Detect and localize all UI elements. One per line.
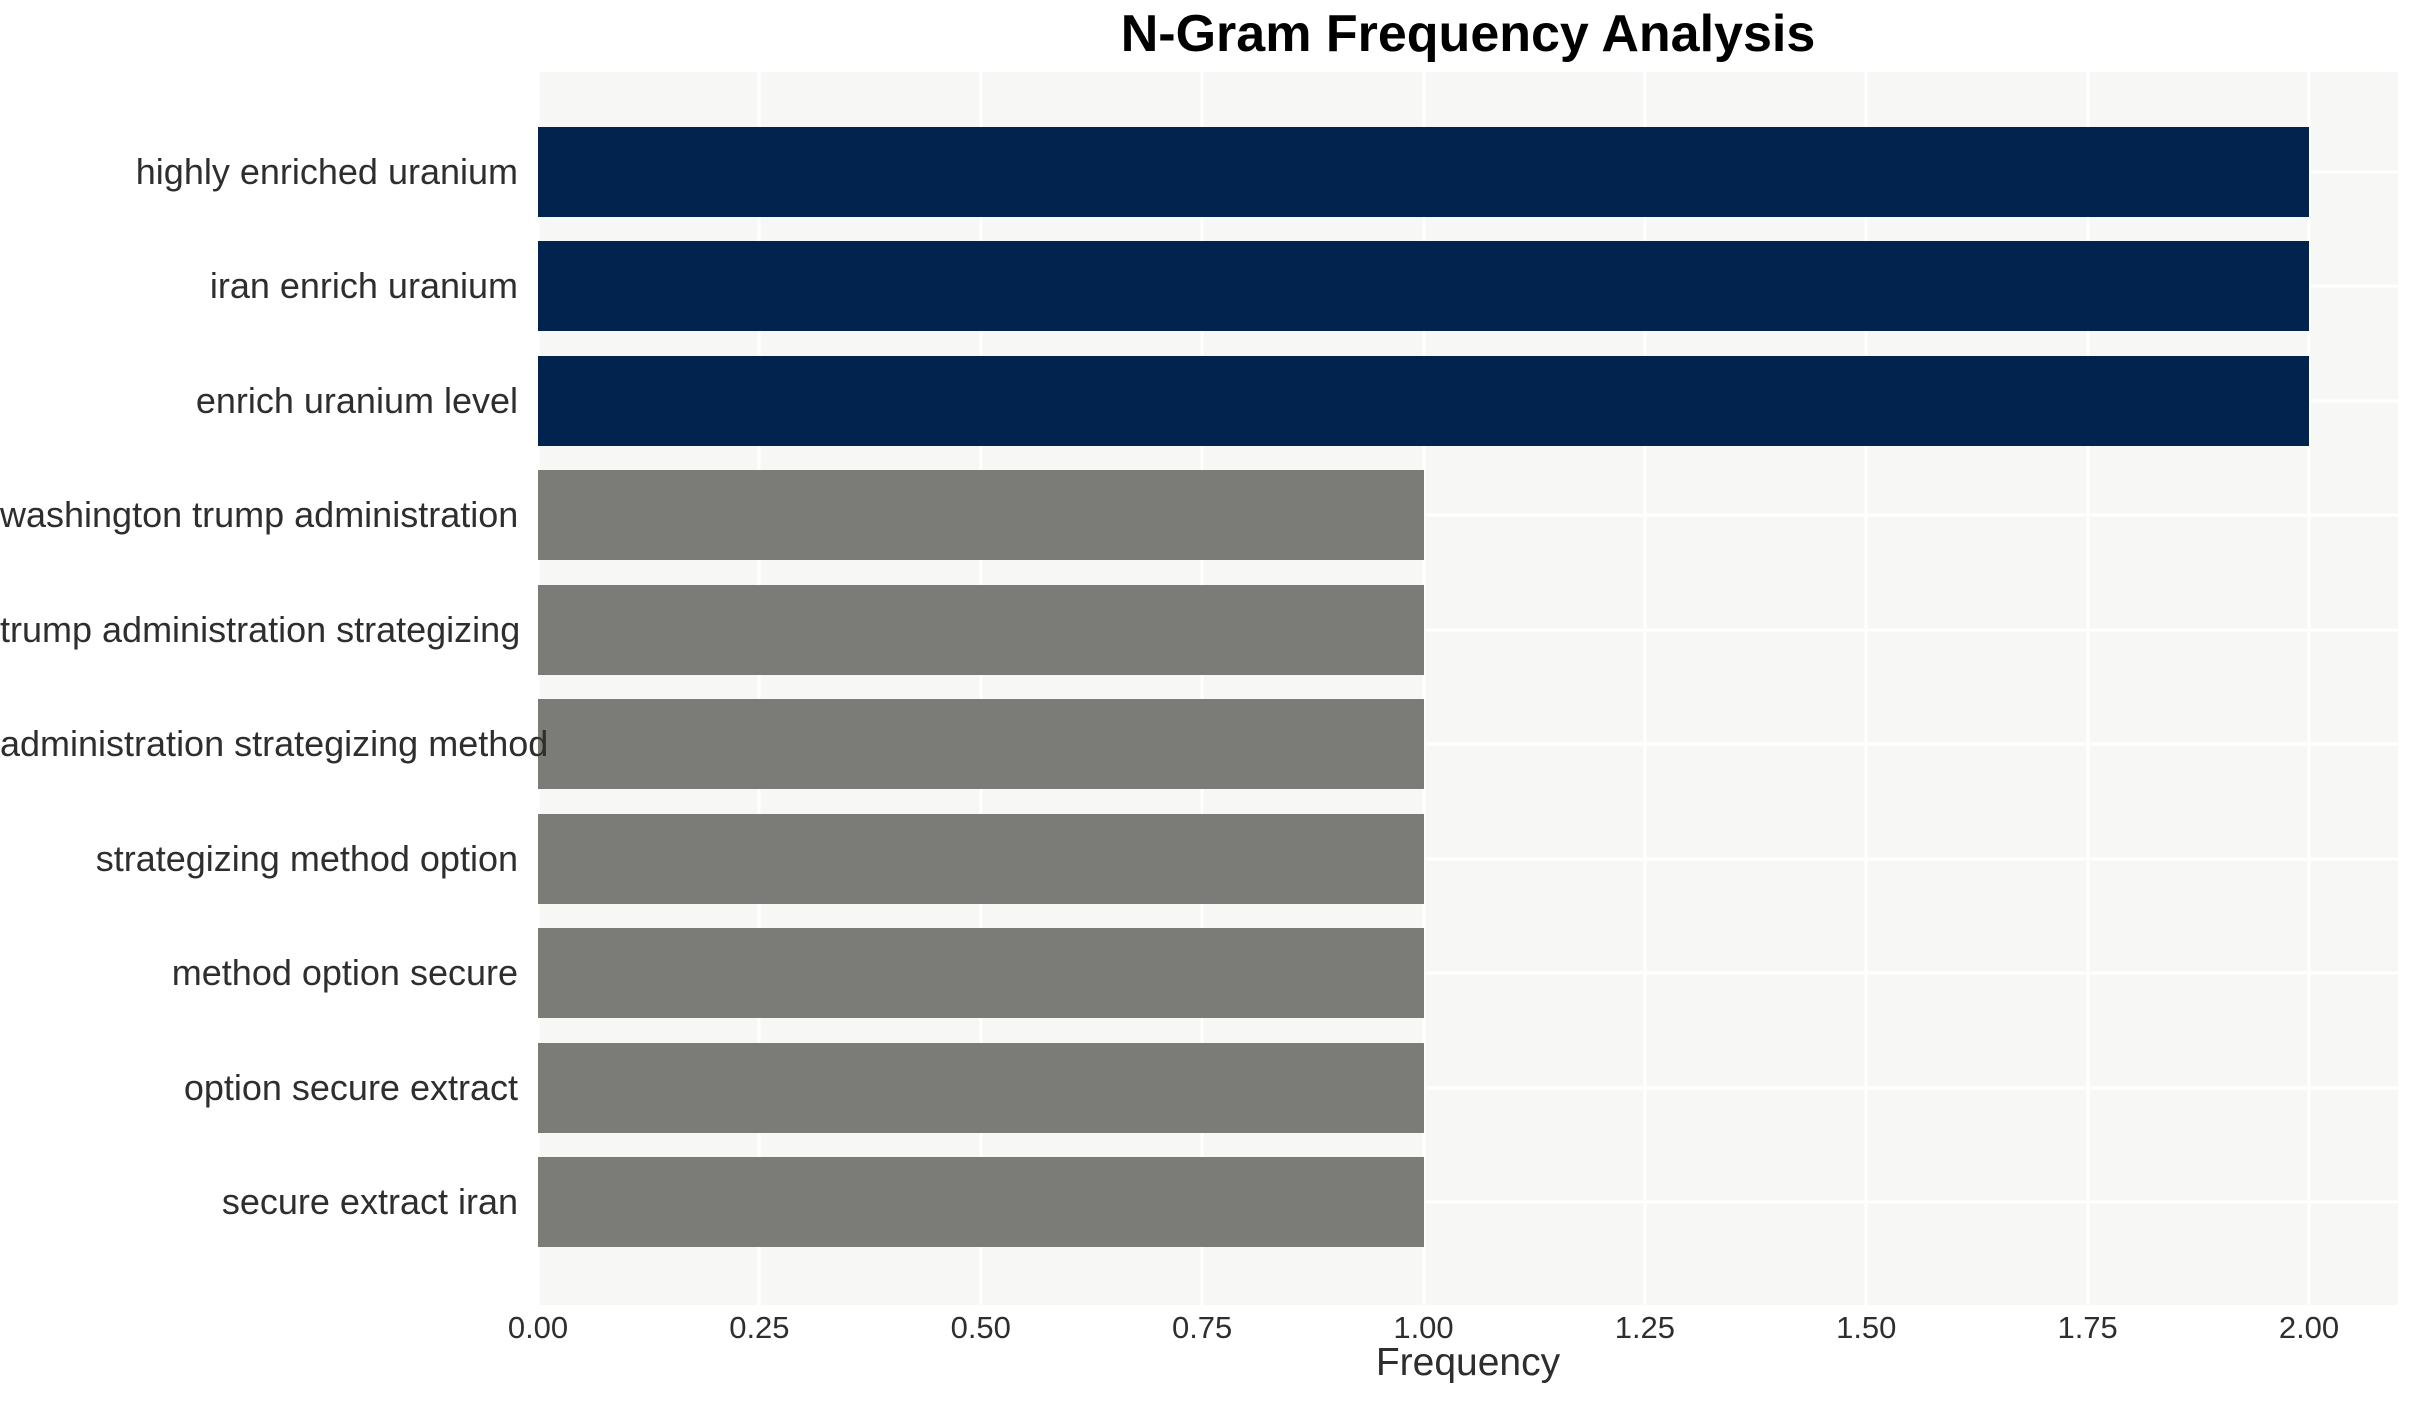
y-gridline [538, 628, 2398, 632]
y-gridline [538, 971, 2398, 975]
x-tick-label: 0.75 [1171, 1310, 1233, 1345]
x-gridline [536, 72, 540, 1305]
x-tick-label: 1.50 [1836, 1310, 1897, 1345]
y-tick-label: method option secure [171, 952, 518, 994]
x-gridline [1643, 72, 1647, 1305]
x-tick-label: 1.00 [1393, 1310, 1454, 1345]
x-gridline [2086, 72, 2090, 1305]
y-gridline [538, 857, 2398, 861]
x-tick-label: 1.25 [1614, 1310, 1676, 1345]
y-gridline [538, 513, 2398, 517]
y-gridline [538, 742, 2398, 746]
bar [538, 1156, 1424, 1247]
x-gridline [1200, 72, 1204, 1305]
y-gridline [538, 1086, 2398, 1090]
y-gridline [538, 1200, 2398, 1204]
x-tick-label: 0.25 [729, 1310, 790, 1345]
bar [538, 355, 2309, 446]
bar [538, 584, 1424, 675]
x-tick-label: 1.75 [2057, 1310, 2118, 1345]
x-axis-title: Frequency [1375, 1341, 1561, 1384]
x-gridline [757, 72, 761, 1305]
bar [538, 813, 1424, 904]
y-tick-label: iran enrich uranium [209, 265, 518, 307]
y-tick-label: highly enriched uranium [135, 151, 518, 192]
plot-area [536, 72, 2398, 1305]
chart-title: N-Gram Frequency Analysis [1120, 5, 1816, 63]
y-tick-label: washington trump administration [0, 494, 519, 536]
bar [538, 699, 1424, 790]
bar [538, 1042, 1424, 1133]
x-gridline [1864, 72, 1868, 1305]
y-tick-label: trump administration strategizing [0, 608, 521, 650]
x-tick-label: 0.50 [950, 1310, 1011, 1345]
bar [538, 127, 2309, 217]
y-tick-label: enrich uranium level [195, 379, 518, 421]
y-tick-label: secure extract iran [221, 1180, 518, 1222]
x-gridline [979, 72, 983, 1305]
x-tick-label: 0.00 [507, 1310, 569, 1345]
y-tick-label: strategizing method option [95, 837, 518, 879]
bar [538, 928, 1424, 1019]
x-tick-label: 2.00 [2278, 1310, 2340, 1345]
x-gridline [2307, 72, 2311, 1305]
bar [538, 241, 2309, 332]
bar [538, 470, 1424, 561]
y-tick-label: option secure extract [183, 1066, 518, 1108]
y-tick-label: administration strategizing method [0, 723, 549, 765]
x-gridline [1422, 72, 1425, 1305]
